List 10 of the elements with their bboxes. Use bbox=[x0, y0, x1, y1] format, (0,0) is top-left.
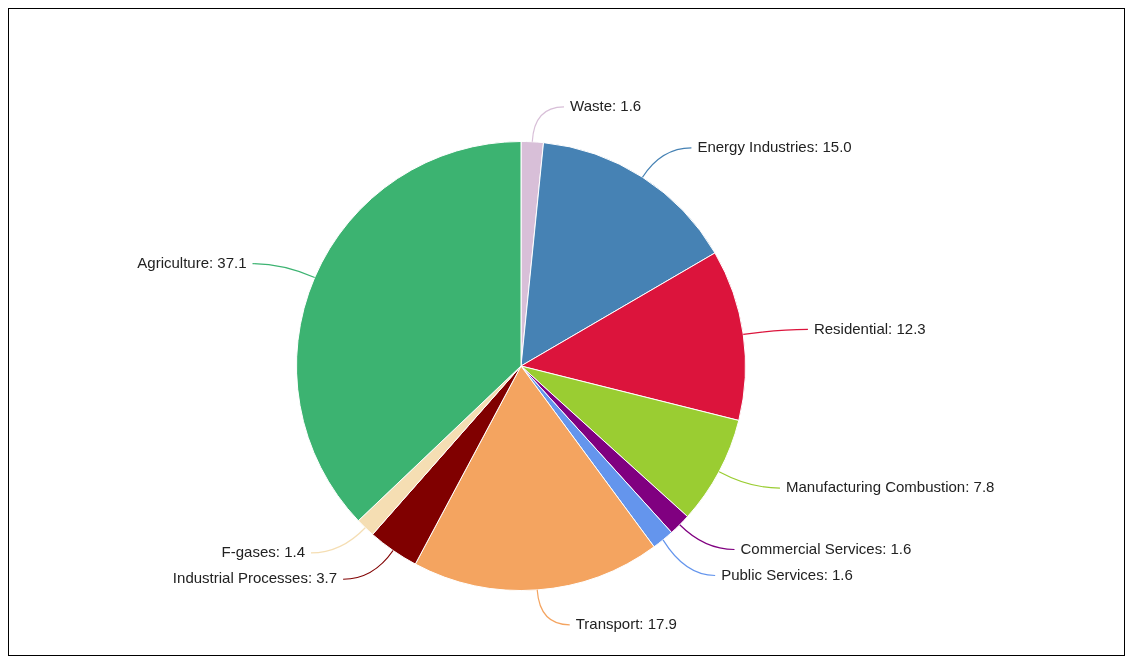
slice-label: Waste: 1.6 bbox=[570, 96, 642, 114]
slice-label: Transport: 17.9 bbox=[575, 614, 677, 632]
slice-label: Residential: 12.3 bbox=[813, 319, 926, 337]
slice-label: Manufacturing Combustion: 7.8 bbox=[785, 478, 995, 496]
slice-label: Energy Industries: 15.0 bbox=[697, 137, 852, 155]
slice-label: Public Services: 1.6 bbox=[721, 565, 853, 583]
slice-label: Commercial Services: 1.6 bbox=[740, 539, 912, 557]
slice-label: F-gases: 1.4 bbox=[221, 543, 305, 561]
slice-label: Agriculture: 37.1 bbox=[137, 253, 247, 271]
slice-label: Industrial Processes: 3.7 bbox=[172, 569, 338, 587]
